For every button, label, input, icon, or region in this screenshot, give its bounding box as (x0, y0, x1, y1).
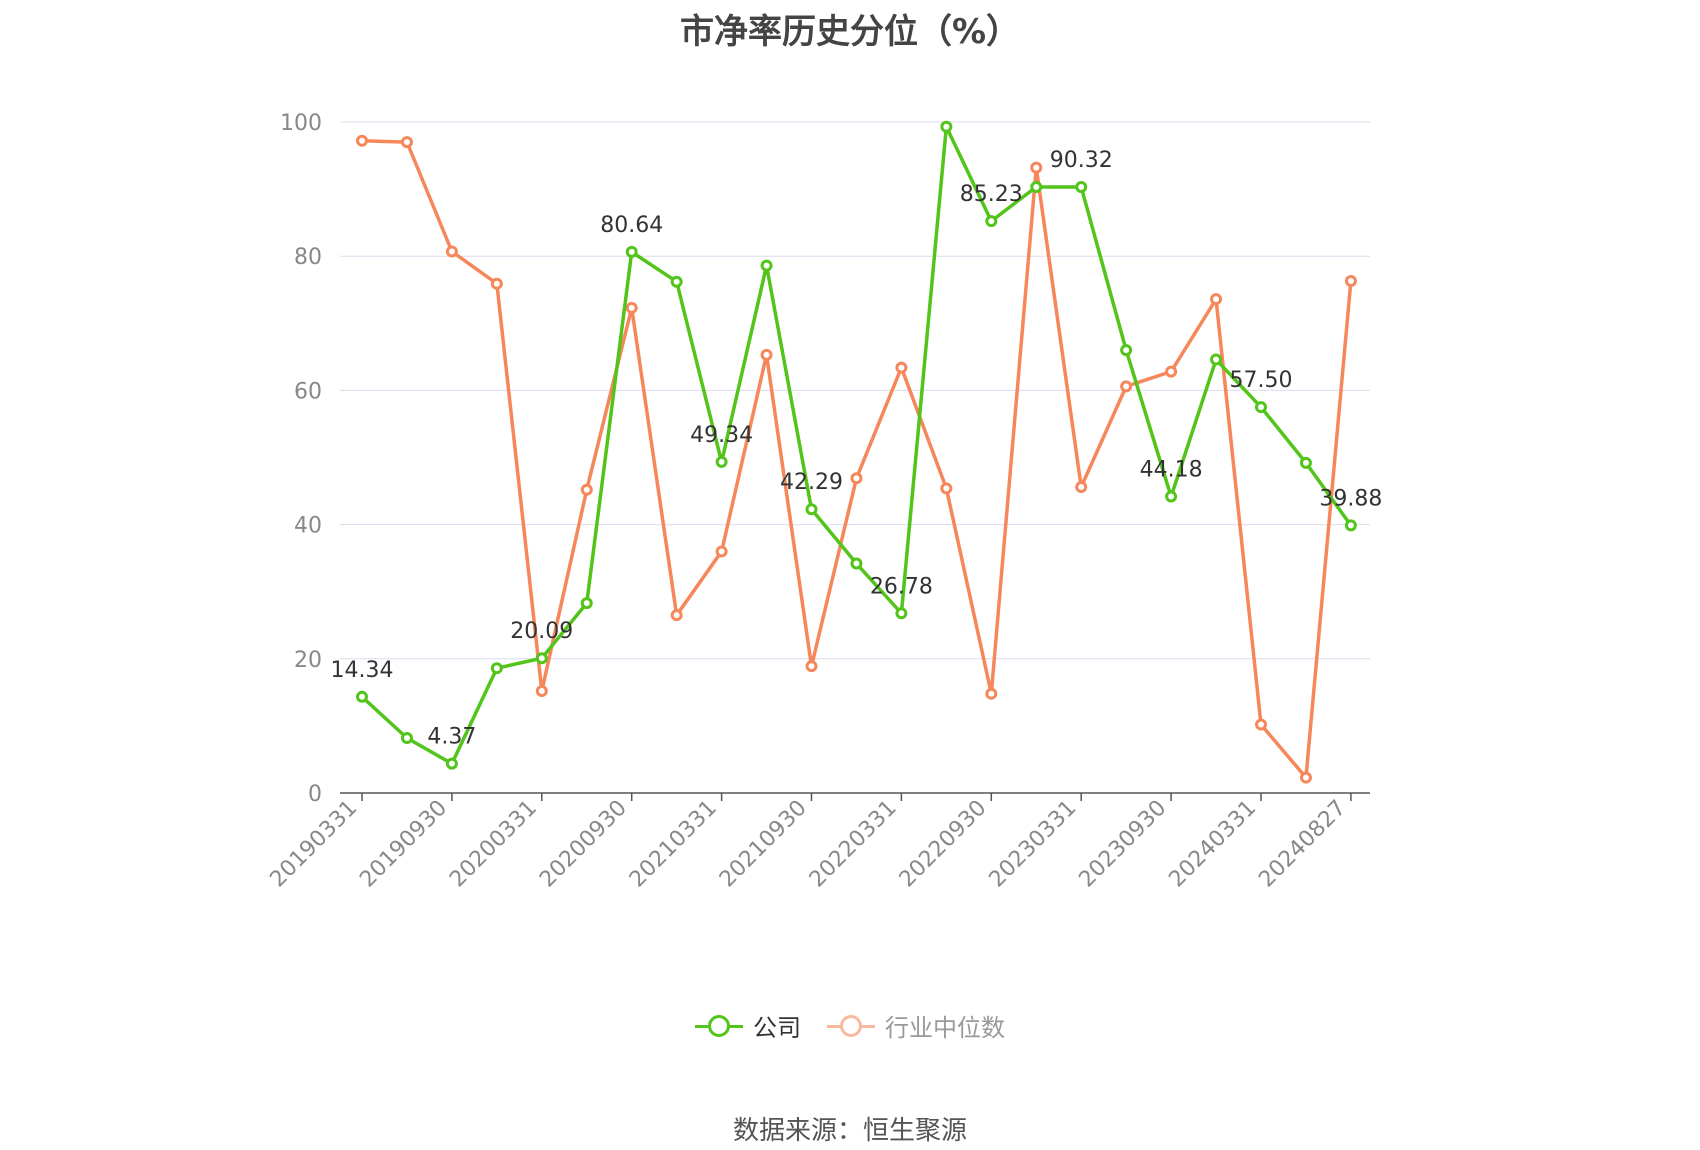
chart-legend: 公司 行业中位数 (0, 1008, 1700, 1043)
data-point-industry (580, 483, 593, 496)
y-tick-label: 60 (294, 379, 322, 404)
data-point-company (1344, 519, 1357, 532)
data-label: 4.37 (427, 725, 476, 750)
data-label: 20.09 (510, 619, 573, 644)
x-tick-label: 20190930 (355, 796, 452, 893)
data-point-company (1255, 401, 1267, 414)
data-point-company (580, 597, 593, 610)
data-point-industry (445, 245, 458, 258)
data-point-company (1030, 180, 1043, 193)
data-point-industry (940, 482, 953, 495)
x-tick-label: 20210331 (625, 796, 722, 893)
x-tick-label: 20210930 (715, 796, 812, 893)
data-point-industry (715, 545, 728, 558)
data-label: 26.78 (870, 574, 933, 599)
legend-industry-icon (827, 1014, 875, 1038)
data-point-industry (1030, 161, 1043, 174)
x-tick-label: 20220331 (805, 796, 902, 893)
data-point-industry (850, 472, 863, 485)
data-point-industry (535, 685, 548, 698)
x-tick-label: 20240827 (1254, 796, 1351, 893)
data-point-industry (805, 660, 818, 673)
data-label: 14.34 (331, 658, 394, 683)
data-label: 49.34 (690, 423, 753, 448)
data-point-industry (895, 361, 908, 374)
y-tick-label: 40 (294, 514, 322, 539)
y-tick-label: 80 (294, 245, 322, 270)
y-tick-label: 20 (294, 648, 322, 673)
data-point-industry (356, 134, 368, 147)
data-point-company (1210, 353, 1223, 366)
x-tick-label: 20200331 (445, 796, 542, 893)
legend-item-industry[interactable]: 行业中位数 (827, 1008, 1005, 1043)
data-point-company (1075, 180, 1088, 193)
data-point-industry (1299, 771, 1312, 784)
data-point-company (490, 662, 503, 675)
legend-item-company[interactable]: 公司 (695, 1008, 801, 1043)
x-tick-label: 20240331 (1164, 796, 1261, 893)
data-point-company (1299, 456, 1312, 469)
data-point-industry (625, 301, 638, 314)
data-label: 44.18 (1140, 458, 1203, 483)
data-label: 80.64 (600, 213, 663, 238)
data-label: 42.29 (780, 470, 843, 495)
data-point-company (760, 259, 773, 272)
x-tick-label: 20230331 (985, 796, 1082, 893)
data-point-industry (670, 609, 683, 622)
data-point-company (940, 120, 953, 133)
data-point-company (445, 757, 458, 770)
data-label: 85.23 (960, 182, 1023, 207)
data-point-company (850, 557, 863, 570)
data-point-company (670, 275, 683, 288)
x-tick-label: 20220930 (895, 796, 992, 893)
data-point-industry (985, 687, 998, 700)
y-tick-label: 100 (280, 111, 322, 136)
data-point-company (895, 607, 908, 620)
data-label: 39.88 (1319, 486, 1382, 511)
data-point-company (400, 731, 413, 744)
data-point-company (625, 245, 638, 258)
legend-company-icon (695, 1014, 743, 1038)
data-point-industry (1210, 293, 1223, 306)
legend-label-company: 公司 (753, 1014, 801, 1042)
data-point-company (356, 690, 368, 703)
data-point-company (1165, 490, 1178, 503)
data-point-industry (1120, 380, 1133, 393)
series-line-company (360, 124, 1353, 766)
data-point-company (985, 215, 998, 228)
x-tick-label: 20190331 (265, 796, 362, 893)
data-point-industry (490, 277, 503, 290)
data-point-company (715, 455, 728, 468)
y-tick-label: 0 (308, 782, 322, 807)
data-point-industry (1075, 481, 1088, 494)
x-tick-label: 20230930 (1074, 796, 1171, 893)
x-tick-label: 20200930 (535, 796, 632, 893)
data-label: 90.32 (1050, 148, 1113, 173)
data-point-industry (1165, 365, 1178, 378)
data-label: 57.50 (1230, 368, 1293, 393)
source-note: 数据来源：恒生聚源 (732, 1116, 967, 1146)
chart-title: 市净率历史分位（%） (679, 12, 1021, 52)
data-point-company (1120, 344, 1133, 357)
data-point-industry (400, 136, 413, 149)
data-point-company (535, 652, 548, 665)
chart-plot: 0 20 40 60 80 100 2019033120190930202003312020… (265, 111, 1382, 893)
data-point-industry (760, 348, 773, 361)
data-point-industry (1255, 718, 1267, 731)
data-point-industry (1344, 275, 1357, 288)
data-point-company (805, 503, 818, 516)
legend-label-industry: 行业中位数 (885, 1014, 1005, 1042)
